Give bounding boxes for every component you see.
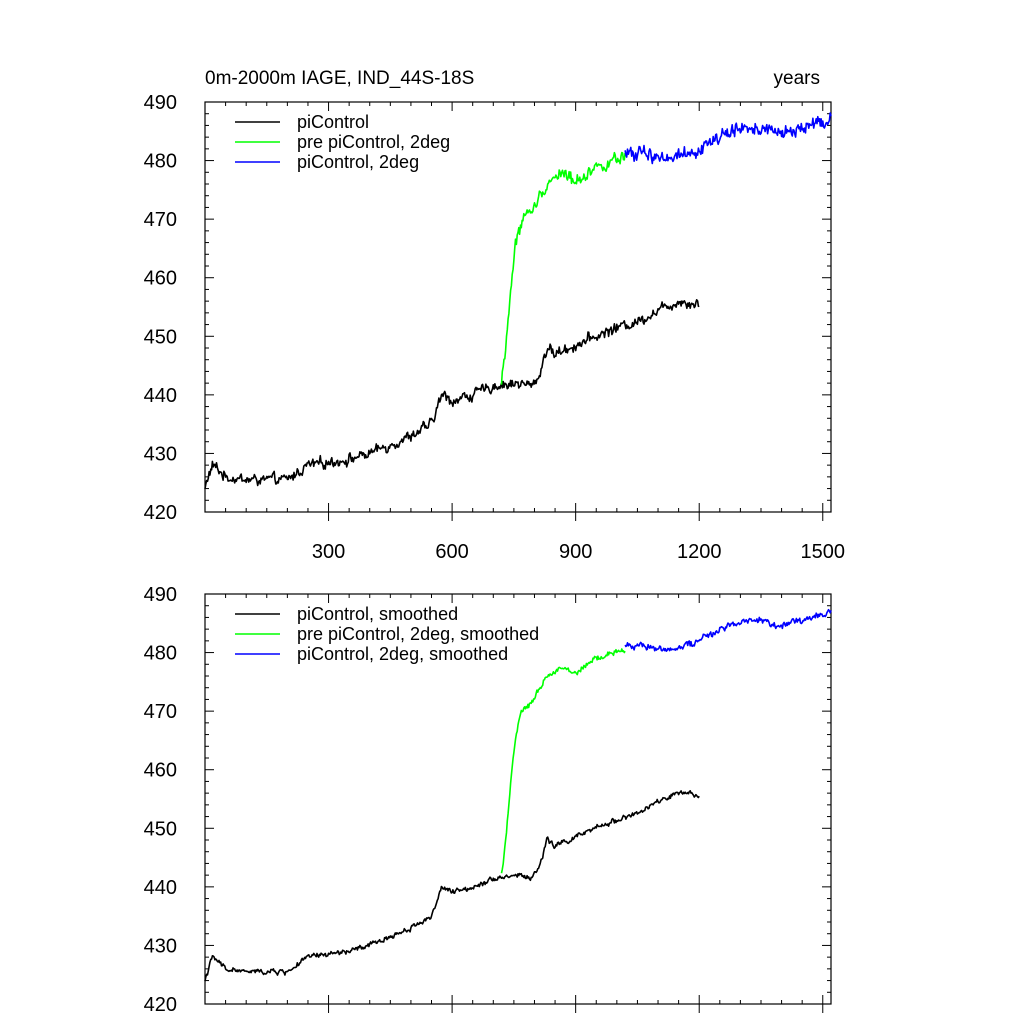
series-line bbox=[500, 151, 626, 385]
legend-label-picontrol-2deg: piControl, 2deg bbox=[297, 152, 419, 172]
top-plot-frame bbox=[204, 101, 832, 513]
y-tick-label: 440 bbox=[144, 385, 177, 407]
bottom-panel: 420 430 440 450 460 470 480 490 piControl, smoo… bbox=[144, 584, 832, 1016]
top-panel: 0m-2000m IAGE, IND_44S-18S years 4204304… bbox=[144, 68, 845, 563]
top-series-lines bbox=[204, 112, 832, 490]
top-legend: piControl pre piControl, 2deg piControl,… bbox=[235, 112, 450, 172]
y-tick-label: 490 bbox=[144, 584, 177, 606]
x-tick-label: 600 bbox=[435, 541, 468, 563]
series-line bbox=[624, 112, 832, 165]
legend-label-pre-picontrol-2deg: pre piControl, 2deg bbox=[297, 132, 450, 152]
y-tick-label: 470 bbox=[144, 701, 177, 723]
legend-label-picontrol-smoothed: piControl, smoothed bbox=[297, 604, 458, 624]
series-line bbox=[204, 298, 700, 490]
legend-label-picontrol: piControl bbox=[297, 112, 369, 132]
top-axis-ticks bbox=[205, 101, 831, 521]
bottom-legend: piControl, smoothed pre piControl, 2deg,… bbox=[235, 604, 539, 664]
x-tick-label: 900 bbox=[559, 541, 592, 563]
y-tick-label: 480 bbox=[144, 151, 177, 173]
bottom-series-lines bbox=[204, 608, 832, 982]
x-tick-label: 1200 bbox=[677, 541, 722, 563]
y-tick-label: 450 bbox=[144, 326, 177, 348]
y-tick-label: 430 bbox=[144, 443, 177, 465]
y-tick-label: 460 bbox=[144, 268, 177, 290]
y-tick-label: 420 bbox=[144, 502, 177, 524]
series-line bbox=[624, 608, 832, 653]
series-line bbox=[204, 789, 700, 982]
x-tick-label: 300 bbox=[312, 541, 345, 563]
y-tick-label: 420 bbox=[144, 994, 177, 1016]
bottom-axis-ticks bbox=[205, 593, 831, 1013]
bottom-y-tick-labels: 420 430 440 450 460 470 480 490 bbox=[144, 584, 177, 1016]
y-tick-label: 460 bbox=[144, 760, 177, 782]
top-y-tick-labels: 420 430 440 450 460 470 480 490 bbox=[144, 92, 177, 524]
y-tick-label: 440 bbox=[144, 877, 177, 899]
x-tick-label: 1500 bbox=[801, 541, 846, 563]
y-tick-label: 480 bbox=[144, 643, 177, 665]
y-tick-label: 450 bbox=[144, 818, 177, 840]
top-x-tick-labels: 300 600 900 1200 1500 bbox=[312, 541, 845, 563]
chart-title: 0m-2000m IAGE, IND_44S-18S bbox=[205, 68, 474, 89]
legend-label-picontrol-2deg-smoothed: piControl, 2deg, smoothed bbox=[297, 644, 508, 664]
y-tick-label: 490 bbox=[144, 92, 177, 114]
y-tick-label: 430 bbox=[144, 935, 177, 957]
legend-label-pre-picontrol-2deg-smoothed: pre piControl, 2deg, smoothed bbox=[297, 624, 539, 644]
series-line bbox=[500, 648, 626, 874]
bottom-plot-frame bbox=[204, 593, 832, 1005]
y-tick-label: 470 bbox=[144, 209, 177, 231]
time-units-label: years bbox=[774, 68, 820, 89]
